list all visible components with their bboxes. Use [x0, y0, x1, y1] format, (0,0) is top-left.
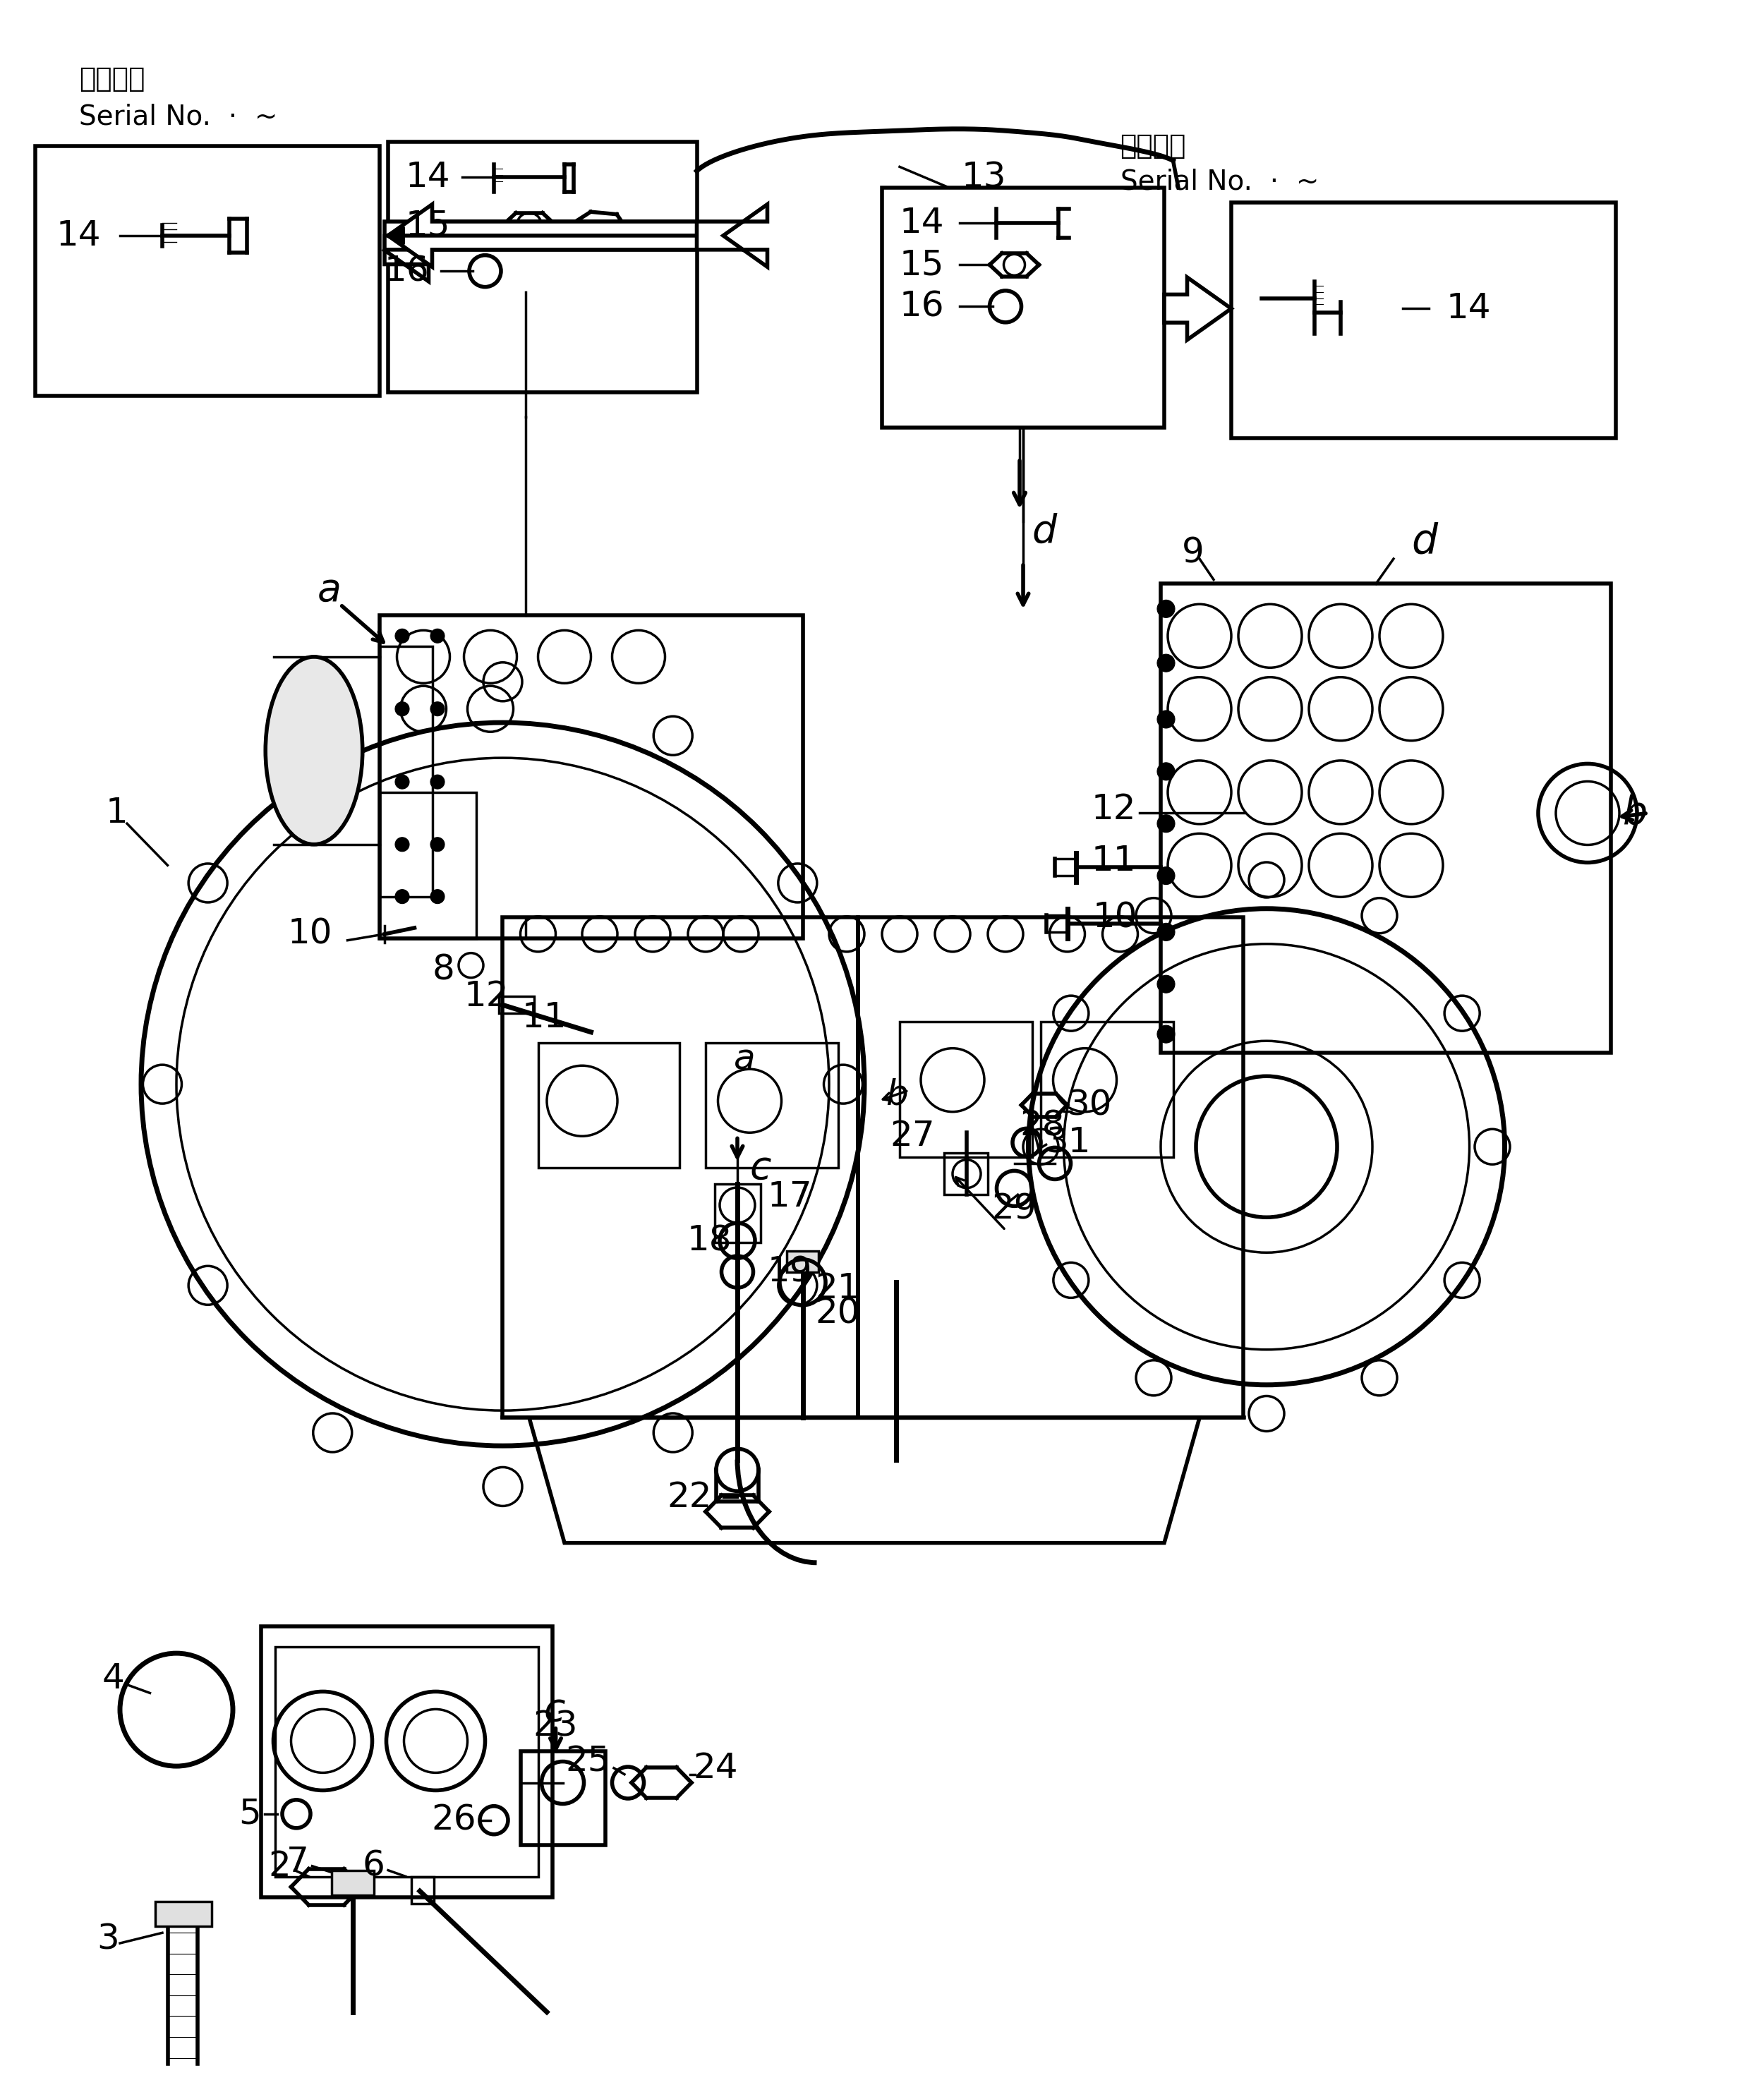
- Circle shape: [1157, 1026, 1175, 1042]
- Text: 適用号機: 適用号機: [79, 67, 145, 92]
- Text: 17: 17: [767, 1180, 811, 1213]
- Text: 20: 20: [815, 1297, 859, 1330]
- Circle shape: [395, 776, 409, 788]
- Text: 6: 6: [362, 1849, 385, 1883]
- Bar: [538, 1042, 679, 1168]
- Text: 10: 10: [288, 917, 332, 951]
- Text: 14: 14: [406, 161, 450, 194]
- Text: 7: 7: [286, 1845, 309, 1879]
- Text: 5: 5: [238, 1797, 261, 1831]
- Text: 10: 10: [1094, 901, 1138, 934]
- Bar: [411, 1876, 434, 1904]
- Circle shape: [1157, 976, 1175, 992]
- Text: Serial No.  ·  ~: Serial No. · ~: [79, 104, 279, 129]
- Text: 13: 13: [961, 161, 1005, 194]
- Bar: [1231, 202, 1616, 438]
- Bar: [1161, 584, 1611, 1053]
- Bar: [1041, 1022, 1173, 1157]
- Text: 28: 28: [1020, 1109, 1064, 1143]
- Text: Serial No.  ·  ~: Serial No. · ~: [1120, 169, 1319, 194]
- Bar: [520, 1751, 605, 1845]
- Circle shape: [1157, 815, 1175, 832]
- Text: 4: 4: [102, 1662, 125, 1695]
- Text: 15: 15: [900, 248, 944, 281]
- Bar: [714, 1184, 760, 1243]
- Circle shape: [395, 838, 409, 851]
- Text: 14: 14: [1446, 292, 1491, 325]
- Text: 19: 19: [767, 1255, 811, 1289]
- Bar: [944, 1153, 988, 1195]
- Text: 26: 26: [432, 1804, 476, 1837]
- Text: 31: 31: [1046, 1126, 1090, 1159]
- Text: d: d: [1411, 521, 1438, 563]
- Circle shape: [1157, 867, 1175, 884]
- Text: 23: 23: [533, 1710, 577, 1743]
- Text: 25: 25: [566, 1745, 610, 1779]
- Text: 8: 8: [432, 953, 455, 986]
- Text: 24: 24: [693, 1751, 737, 1785]
- Bar: [706, 1042, 838, 1168]
- Bar: [503, 917, 859, 1418]
- Circle shape: [1157, 655, 1175, 671]
- Bar: [379, 615, 803, 938]
- Text: b: b: [1623, 794, 1648, 832]
- Circle shape: [430, 703, 445, 715]
- Text: 12: 12: [464, 980, 508, 1013]
- Bar: [332, 1870, 374, 1895]
- Text: 15: 15: [406, 208, 450, 242]
- Bar: [882, 188, 1164, 427]
- Circle shape: [430, 630, 445, 642]
- Text: 30: 30: [1067, 1088, 1111, 1122]
- Text: 16: 16: [900, 290, 944, 323]
- Bar: [155, 1902, 212, 1927]
- Text: 16: 16: [385, 254, 429, 288]
- Bar: [379, 646, 432, 897]
- Circle shape: [395, 890, 409, 903]
- Text: 11: 11: [522, 1001, 566, 1034]
- Text: d: d: [1032, 513, 1057, 550]
- Text: 適用号機: 適用号機: [1120, 133, 1185, 158]
- Text: 29: 29: [991, 1193, 1035, 1226]
- Text: 11: 11: [1092, 844, 1136, 878]
- Text: a: a: [734, 1042, 755, 1076]
- Circle shape: [430, 776, 445, 788]
- Text: 2: 2: [268, 1849, 291, 1883]
- Text: a: a: [318, 571, 342, 609]
- Bar: [499, 997, 534, 1013]
- Circle shape: [1157, 924, 1175, 940]
- Text: 21: 21: [815, 1272, 859, 1305]
- Text: 1: 1: [106, 796, 129, 830]
- Circle shape: [1157, 711, 1175, 728]
- Polygon shape: [385, 219, 429, 281]
- Bar: [859, 917, 1244, 1418]
- Text: 14: 14: [56, 219, 101, 252]
- Polygon shape: [388, 204, 697, 267]
- Bar: [900, 1022, 1032, 1157]
- Text: 22: 22: [667, 1480, 711, 1514]
- Text: b: b: [886, 1078, 908, 1111]
- Polygon shape: [1164, 277, 1231, 340]
- Bar: [261, 1626, 552, 1897]
- Bar: [379, 792, 476, 938]
- Circle shape: [430, 890, 445, 903]
- Circle shape: [395, 630, 409, 642]
- Circle shape: [430, 838, 445, 851]
- Text: 12: 12: [1092, 792, 1136, 826]
- Text: 14: 14: [900, 206, 944, 240]
- Polygon shape: [385, 204, 767, 267]
- Circle shape: [1157, 763, 1175, 780]
- Text: c: c: [543, 1691, 564, 1728]
- Text: 3: 3: [97, 1922, 120, 1956]
- Circle shape: [395, 703, 409, 715]
- Text: 9: 9: [1182, 536, 1205, 569]
- Bar: [35, 146, 379, 396]
- Bar: [787, 1251, 818, 1272]
- Text: 18: 18: [688, 1224, 732, 1257]
- Text: c: c: [750, 1149, 771, 1186]
- Ellipse shape: [265, 657, 363, 844]
- Bar: [275, 1647, 538, 1876]
- Text: 27: 27: [891, 1120, 935, 1153]
- Bar: [388, 142, 697, 392]
- Circle shape: [1157, 600, 1175, 617]
